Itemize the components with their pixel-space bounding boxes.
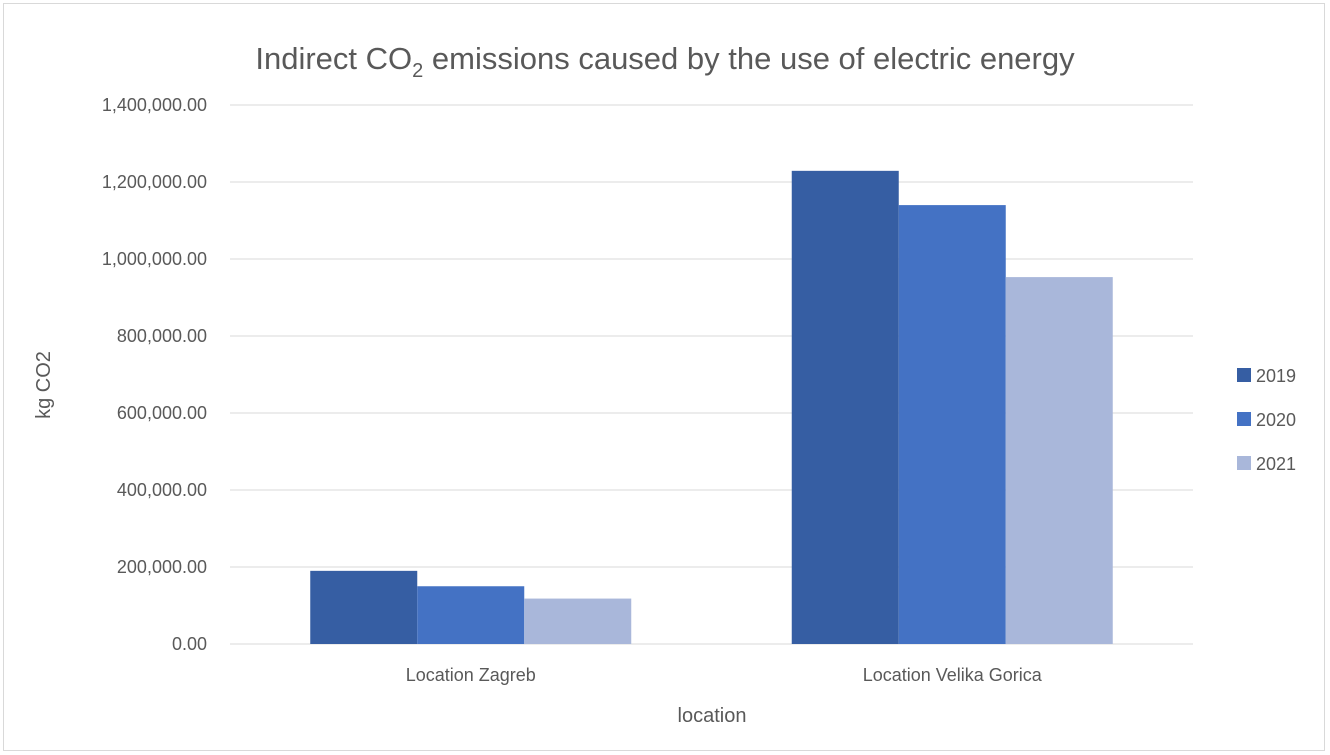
legend-label: 2019	[1256, 366, 1296, 386]
chart-title-prefix: Indirect CO	[255, 41, 412, 76]
bar-2021	[1005, 277, 1113, 644]
legend-swatch	[1237, 368, 1251, 382]
legend-swatch	[1237, 412, 1251, 426]
x-tick-label: Location Zagreb	[406, 665, 536, 685]
bar-2020	[417, 586, 525, 644]
bar-2019	[791, 170, 899, 644]
x-tick-label: Location Velika Gorica	[863, 665, 1043, 685]
legend-swatch	[1237, 456, 1251, 470]
bar-2020	[898, 205, 1006, 644]
y-tick-label: 200,000.00	[117, 557, 207, 577]
y-axis-title: kg CO2	[33, 351, 55, 419]
legend-label: 2021	[1256, 454, 1296, 474]
y-tick-label: 400,000.00	[117, 480, 207, 500]
chart-title-suffix: emissions caused by the use of electric …	[423, 41, 1075, 76]
bars	[310, 170, 1113, 644]
y-tick-label: 1,200,000.00	[102, 172, 207, 192]
y-tick-label: 1,000,000.00	[102, 249, 207, 269]
bar-2021	[524, 598, 632, 644]
legend-label: 2020	[1256, 410, 1296, 430]
x-axis-title: location	[678, 705, 747, 727]
y-tick-label: 1,400,000.00	[102, 95, 207, 115]
y-axis-ticks: 0.00 200,000.00 400,000.00 600,000.00 800,00…	[102, 95, 207, 654]
y-tick-label: 600,000.00	[117, 403, 207, 423]
chart-title: Indirect CO2 emissions caused by the use…	[255, 41, 1075, 82]
x-axis-ticks: Location Zagreb Location Velika Gorica	[406, 665, 1043, 685]
chart-title-subscript: 2	[412, 60, 423, 82]
legend: 2019 2020 2021	[1237, 366, 1296, 474]
y-tick-label: 800,000.00	[117, 326, 207, 346]
bar-2019	[310, 570, 418, 644]
y-tick-label: 0.00	[172, 634, 207, 654]
